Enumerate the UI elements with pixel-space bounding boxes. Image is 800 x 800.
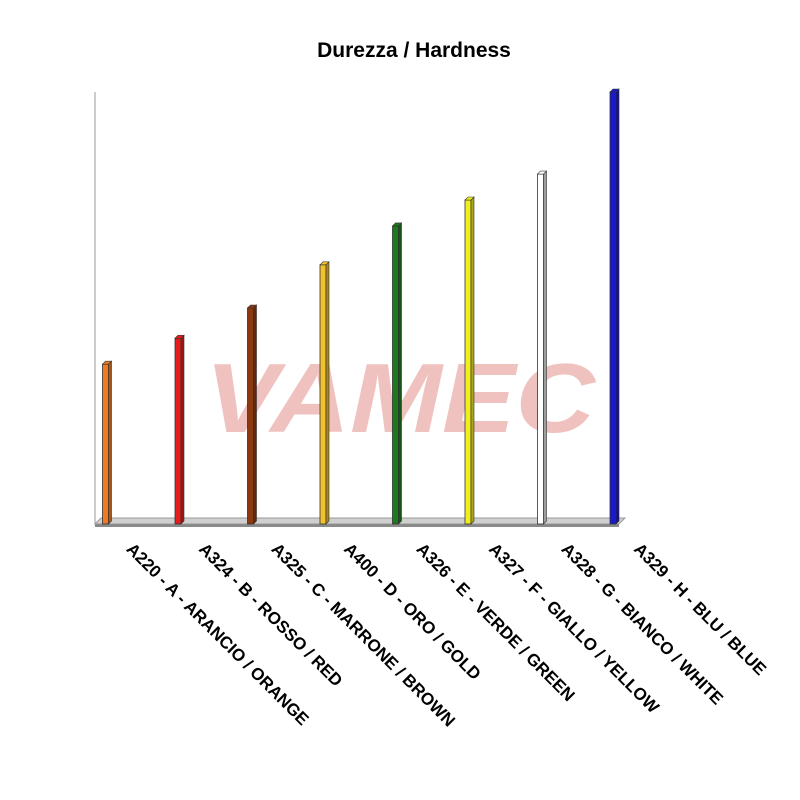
bars-group	[101, 88, 620, 525]
bar-side	[543, 170, 547, 525]
bar-top	[174, 334, 185, 339]
bar-front	[102, 363, 109, 525]
bar-front	[609, 91, 617, 525]
bar-side	[253, 304, 257, 525]
bar-top	[101, 360, 113, 365]
bar-front	[392, 225, 399, 525]
bar	[319, 261, 330, 525]
bar-top	[536, 170, 548, 175]
bar-front	[247, 307, 254, 525]
bar	[246, 304, 258, 525]
bar-top	[609, 88, 620, 93]
bar	[536, 170, 548, 525]
bar-side	[108, 360, 112, 525]
bar-top	[464, 196, 475, 201]
bar	[391, 222, 403, 525]
bar-top	[391, 222, 403, 227]
chart-title: Durezza / Hardness	[317, 39, 511, 62]
bar-side	[325, 261, 330, 525]
bar	[174, 334, 185, 525]
x-tick-label: A400 - D - ORO / GOLD	[340, 539, 484, 683]
bar-side	[470, 196, 475, 525]
bar-front	[537, 173, 544, 525]
bar	[101, 360, 113, 525]
x-tick-label: A329 - H - BLU / BLUE	[630, 539, 770, 679]
bar-front	[174, 337, 182, 525]
bar	[609, 88, 620, 525]
bar-side	[398, 222, 402, 525]
bar-side	[180, 334, 185, 525]
bar-front	[319, 264, 327, 525]
x-axis-base	[95, 524, 619, 527]
bar-front	[464, 199, 472, 525]
bar-top	[319, 261, 330, 266]
chart-axes	[93, 92, 627, 527]
bar-side	[615, 88, 620, 525]
bar-top	[246, 304, 258, 309]
x-tick-label: A324 - B - ROSSO / RED	[195, 539, 346, 690]
bar	[464, 196, 475, 525]
